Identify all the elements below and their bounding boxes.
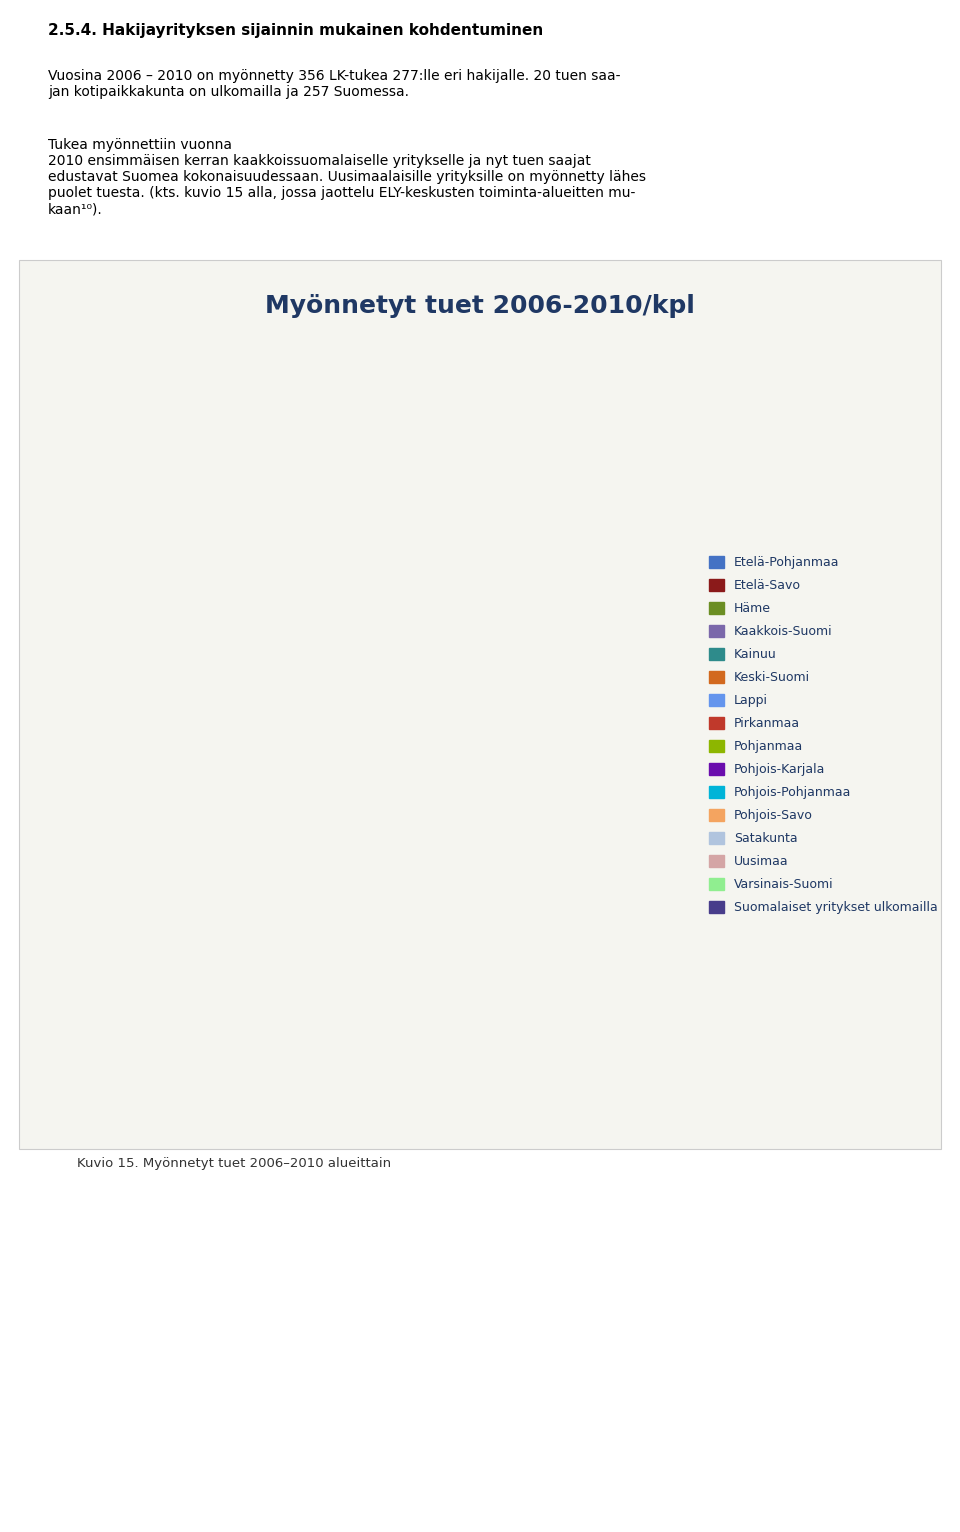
Wedge shape [357, 571, 464, 720]
Wedge shape [357, 610, 504, 720]
Text: 10 %: 10 % [476, 709, 506, 722]
Text: Kuvio 15. Myönnetyt tuet 2006–2010 alueittain: Kuvio 15. Myönnetyt tuet 2006–2010 aluei… [77, 1157, 391, 1169]
Text: 48 %: 48 % [216, 755, 246, 769]
Legend: Etelä-Pohjanmaa, Etelä-Savo, Häme, Kaakkois-Suomi, Kainuu, Keski-Suomi, Lappi, P: Etelä-Pohjanmaa, Etelä-Savo, Häme, Kaakk… [703, 550, 944, 921]
Wedge shape [357, 720, 497, 840]
Text: 2.5.4. Hakijayrityksen sijainnin mukainen kohdentuminen: 2.5.4. Hakijayrityksen sijainnin mukaine… [48, 23, 543, 38]
Wedge shape [357, 628, 525, 720]
Wedge shape [357, 720, 528, 830]
Wedge shape [180, 555, 403, 898]
Text: 1 %: 1 % [384, 841, 407, 855]
Wedge shape [291, 542, 357, 720]
Text: Tukea myönnettiin vuonna
2010 ensimmäisen kerran kaakkoissuomalaiselle yrityksel: Tukea myönnettiin vuonna 2010 ensimmäise… [48, 138, 646, 216]
Wedge shape [357, 720, 435, 889]
Wedge shape [357, 617, 510, 720]
Wedge shape [357, 720, 414, 892]
Text: 1 %: 1 % [448, 800, 470, 813]
Text: 1 %: 1 % [422, 604, 445, 617]
Text: 1 %: 1 % [453, 634, 476, 647]
Text: 1 %: 1 % [458, 640, 481, 654]
Wedge shape [357, 555, 455, 720]
Text: 6 %: 6 % [465, 775, 488, 789]
Text: 6 %: 6 % [372, 582, 395, 596]
Text: 4 %: 4 % [440, 617, 462, 631]
Text: 5 %: 5 % [317, 584, 339, 596]
Text: 6 %: 6 % [426, 821, 448, 833]
Text: Myönnetyt tuet 2006-2010/kpl: Myönnetyt tuet 2006-2010/kpl [265, 294, 695, 319]
Text: 2 %: 2 % [396, 838, 419, 850]
Text: 1 %: 1 % [342, 581, 365, 593]
Wedge shape [347, 542, 358, 720]
Wedge shape [357, 659, 536, 771]
Text: 3 %: 3 % [408, 594, 430, 608]
Wedge shape [357, 542, 424, 720]
Wedge shape [357, 720, 490, 881]
Text: Vuosina 2006 – 2010 on myönnetty 356 LK-tukea 277:lle eri hakijalle. 20 tuen saa: Vuosina 2006 – 2010 on myönnetty 356 LK-… [48, 69, 620, 100]
Wedge shape [357, 578, 497, 720]
Text: 3 %: 3 % [467, 656, 489, 668]
